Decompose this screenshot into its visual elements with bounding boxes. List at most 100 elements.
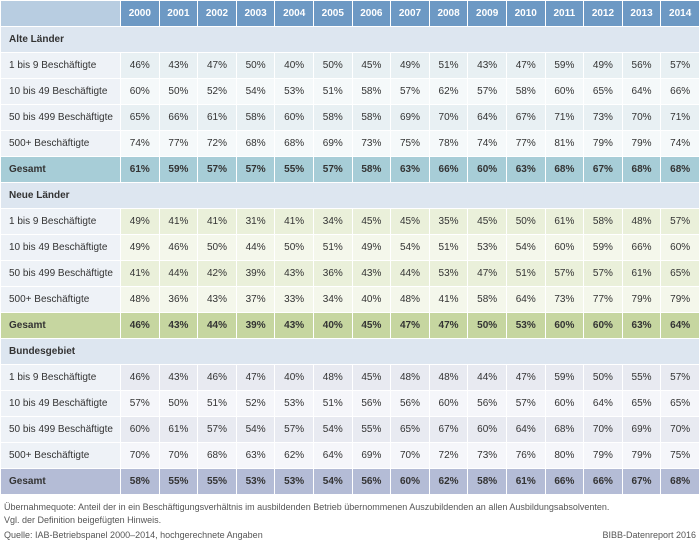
cell-value: 43%: [198, 287, 237, 313]
cell-value: 49%: [391, 53, 430, 79]
cell-value: 58%: [313, 105, 352, 131]
section-header: Alte Länder: [1, 27, 700, 53]
cell-value: 34%: [313, 287, 352, 313]
cell-value: 51%: [313, 391, 352, 417]
cell-value: 47%: [468, 261, 507, 287]
cell-value: 54%: [313, 417, 352, 443]
row-label: 1 bis 9 Beschäftigte: [1, 209, 121, 235]
cell-value: 77%: [584, 287, 623, 313]
total-value: 68%: [661, 157, 700, 183]
footnote-line: Vgl. der Definition beigefügten Hinweis.: [4, 514, 696, 527]
cell-value: 65%: [584, 79, 623, 105]
row-label: 10 bis 49 Beschäftigte: [1, 235, 121, 261]
cell-value: 59%: [545, 53, 584, 79]
total-value: 61%: [506, 469, 545, 495]
cell-value: 51%: [429, 53, 468, 79]
cell-value: 65%: [121, 105, 160, 131]
cell-value: 60%: [661, 235, 700, 261]
table-row: 10 bis 49 Beschäftigte49%46%50%44%50%51%…: [1, 235, 700, 261]
cell-value: 34%: [313, 209, 352, 235]
year-header: 2003: [236, 1, 275, 27]
cell-value: 60%: [429, 391, 468, 417]
cell-value: 36%: [313, 261, 352, 287]
total-value: 61%: [121, 157, 160, 183]
total-value: 55%: [198, 469, 237, 495]
cell-value: 50%: [506, 209, 545, 235]
cell-value: 79%: [622, 443, 661, 469]
cell-value: 70%: [661, 417, 700, 443]
table-row: 10 bis 49 Beschäftigte57%50%51%52%53%51%…: [1, 391, 700, 417]
cell-value: 43%: [352, 261, 391, 287]
cell-value: 54%: [236, 79, 275, 105]
cell-value: 46%: [159, 235, 198, 261]
row-label: 50 bis 499 Beschäftigte: [1, 261, 121, 287]
cell-value: 64%: [506, 287, 545, 313]
table-body: Alte Länder1 bis 9 Beschäftigte46%43%47%…: [1, 27, 700, 495]
cell-value: 76%: [506, 443, 545, 469]
cell-value: 57%: [661, 53, 700, 79]
total-value: 66%: [584, 469, 623, 495]
cell-value: 69%: [391, 105, 430, 131]
cell-value: 53%: [275, 79, 314, 105]
cell-value: 79%: [661, 287, 700, 313]
cell-value: 50%: [159, 391, 198, 417]
cell-value: 58%: [506, 79, 545, 105]
cell-value: 61%: [545, 209, 584, 235]
cell-value: 62%: [275, 443, 314, 469]
cell-value: 74%: [468, 131, 507, 157]
cell-value: 70%: [121, 443, 160, 469]
section-title: Neue Länder: [1, 183, 700, 209]
cell-value: 73%: [584, 105, 623, 131]
total-value: 43%: [159, 313, 198, 339]
cell-value: 46%: [121, 365, 160, 391]
year-header: 2005: [313, 1, 352, 27]
total-value: 63%: [622, 313, 661, 339]
cell-value: 70%: [391, 443, 430, 469]
cell-value: 72%: [198, 131, 237, 157]
table-row: 500+ Beschäftigte70%70%68%63%62%64%69%70…: [1, 443, 700, 469]
cell-value: 60%: [468, 417, 507, 443]
cell-value: 60%: [275, 105, 314, 131]
cell-value: 56%: [468, 391, 507, 417]
cell-value: 53%: [429, 261, 468, 287]
year-header: 2001: [159, 1, 198, 27]
header-corner: [1, 1, 121, 27]
cell-value: 68%: [275, 131, 314, 157]
source-row: Quelle: IAB-Betriebspanel 2000–2014, hoc…: [0, 528, 700, 550]
year-header: 2006: [352, 1, 391, 27]
cell-value: 55%: [352, 417, 391, 443]
row-label: 50 bis 499 Beschäftigte: [1, 105, 121, 131]
cell-value: 64%: [468, 105, 507, 131]
cell-value: 44%: [391, 261, 430, 287]
section-title: Alte Länder: [1, 27, 700, 53]
total-value: 50%: [468, 313, 507, 339]
footnote: Übernahmequote: Anteil der in ein Beschä…: [0, 495, 700, 528]
cell-value: 60%: [121, 417, 160, 443]
total-value: 68%: [661, 469, 700, 495]
total-label: Gesamt: [1, 469, 121, 495]
cell-value: 44%: [468, 365, 507, 391]
cell-value: 65%: [622, 391, 661, 417]
cell-value: 81%: [545, 131, 584, 157]
total-value: 63%: [506, 157, 545, 183]
cell-value: 53%: [275, 391, 314, 417]
cell-value: 66%: [661, 79, 700, 105]
cell-value: 68%: [198, 443, 237, 469]
cell-value: 51%: [198, 391, 237, 417]
cell-value: 67%: [506, 105, 545, 131]
cell-value: 57%: [661, 365, 700, 391]
cell-value: 61%: [159, 417, 198, 443]
cell-value: 39%: [236, 261, 275, 287]
total-value: 67%: [622, 469, 661, 495]
year-header: 2011: [545, 1, 584, 27]
cell-value: 64%: [584, 391, 623, 417]
total-value: 57%: [198, 157, 237, 183]
total-value: 58%: [468, 469, 507, 495]
total-value: 64%: [661, 313, 700, 339]
cell-value: 79%: [584, 131, 623, 157]
cell-value: 51%: [313, 235, 352, 261]
cell-value: 60%: [121, 79, 160, 105]
total-value: 55%: [275, 157, 314, 183]
total-value: 46%: [121, 313, 160, 339]
year-header: 2012: [584, 1, 623, 27]
